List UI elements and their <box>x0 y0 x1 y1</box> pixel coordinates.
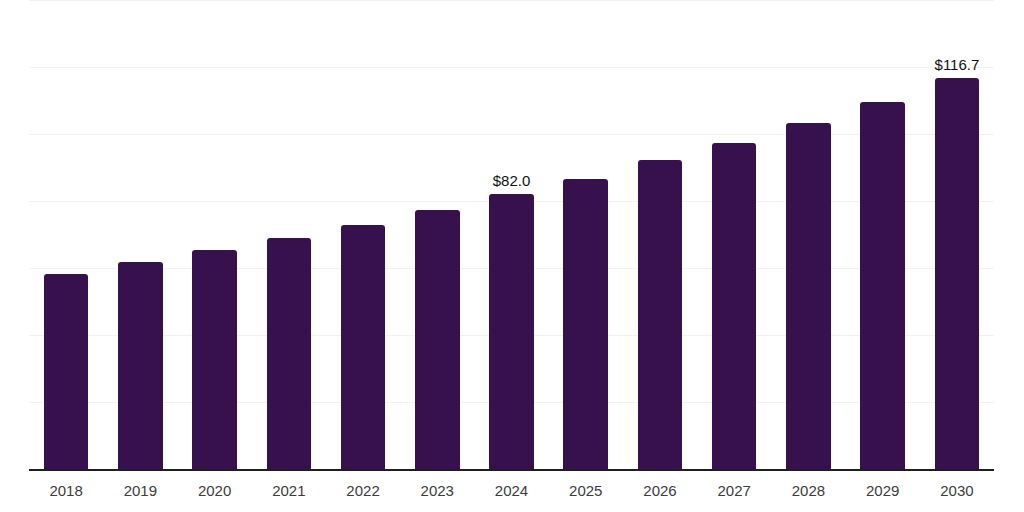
bar-2030 <box>935 78 980 469</box>
x-tick-label-2029: 2029 <box>846 482 920 499</box>
x-tick-label-2024: 2024 <box>474 482 548 499</box>
bar-band-2024: $82.0 <box>474 0 548 469</box>
bar-band-2027 <box>697 0 771 469</box>
x-tick-label-2022: 2022 <box>326 482 400 499</box>
bar-value-label-2024: $82.0 <box>474 172 548 189</box>
bar-2025 <box>563 179 608 469</box>
bar-band-2028 <box>771 0 845 469</box>
x-tick-label-2023: 2023 <box>400 482 474 499</box>
bar-2019 <box>118 262 163 469</box>
bar-2022 <box>341 225 386 469</box>
x-tick-label-2027: 2027 <box>697 482 771 499</box>
bar-band-2030: $116.7 <box>920 0 994 469</box>
bar-band-2019 <box>103 0 177 469</box>
bar-band-2018 <box>29 0 103 469</box>
bar-2029 <box>860 102 905 469</box>
bar-2024 <box>489 194 534 469</box>
x-tick-label-2025: 2025 <box>549 482 623 499</box>
bar-band-2025 <box>549 0 623 469</box>
bar-2021 <box>267 238 312 469</box>
bar-2028 <box>786 123 831 469</box>
bar-chart: $82.0 $116.7 2018201920202021202220232024… <box>0 0 1024 512</box>
x-tick-label-2028: 2028 <box>771 482 845 499</box>
bar-2026 <box>638 160 683 469</box>
bar-band-2026 <box>623 0 697 469</box>
x-axis-labels: 2018201920202021202220232024202520262027… <box>29 482 994 499</box>
bar-band-2020 <box>177 0 251 469</box>
x-tick-label-2019: 2019 <box>103 482 177 499</box>
bar-value-label-2030: $116.7 <box>920 56 994 73</box>
bar-band-2029 <box>846 0 920 469</box>
bars-row: $82.0 $116.7 <box>29 0 994 469</box>
bar-2018 <box>44 274 89 469</box>
x-axis-line <box>29 469 994 471</box>
bar-band-2021 <box>252 0 326 469</box>
bar-2020 <box>192 250 237 469</box>
bar-2027 <box>712 143 757 469</box>
x-tick-label-2030: 2030 <box>920 482 994 499</box>
plot-area: $82.0 $116.7 <box>29 0 994 469</box>
x-tick-label-2018: 2018 <box>29 482 103 499</box>
x-tick-label-2026: 2026 <box>623 482 697 499</box>
bar-band-2022 <box>326 0 400 469</box>
x-tick-label-2020: 2020 <box>177 482 251 499</box>
bar-band-2023 <box>400 0 474 469</box>
bar-2023 <box>415 210 460 469</box>
x-tick-label-2021: 2021 <box>252 482 326 499</box>
